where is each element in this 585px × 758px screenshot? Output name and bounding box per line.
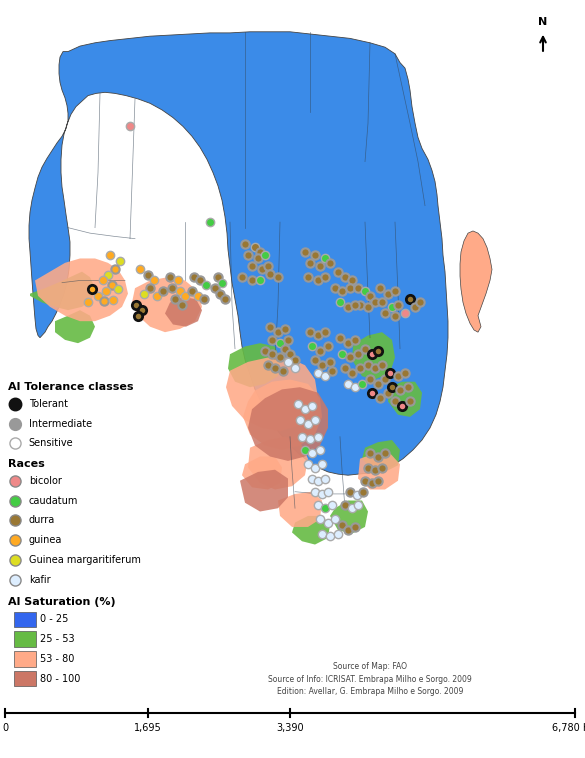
Bar <box>14 631 36 647</box>
Text: Al Saturation (%): Al Saturation (%) <box>8 597 116 607</box>
Polygon shape <box>248 437 308 490</box>
Text: Intermediate: Intermediate <box>29 418 92 428</box>
Text: Source of Map: FAO
Source of Info: ICRISAT. Embrapa Milho e Sorgo. 2009
Edition:: Source of Map: FAO Source of Info: ICRIS… <box>268 662 472 697</box>
Text: Sensitive: Sensitive <box>29 438 73 448</box>
Polygon shape <box>248 387 328 461</box>
Text: N: N <box>538 17 548 27</box>
Bar <box>14 651 36 667</box>
Polygon shape <box>460 231 492 332</box>
Text: Guinea margaritiferum: Guinea margaritiferum <box>29 555 140 565</box>
Text: caudatum: caudatum <box>29 496 78 506</box>
Polygon shape <box>358 453 400 490</box>
Text: durra: durra <box>29 515 55 525</box>
Text: 0 - 25: 0 - 25 <box>40 615 68 625</box>
Polygon shape <box>388 382 422 417</box>
Text: guinea: guinea <box>29 535 62 545</box>
Text: 3,390: 3,390 <box>276 723 304 733</box>
Polygon shape <box>352 332 395 380</box>
Text: 0: 0 <box>2 723 8 733</box>
Polygon shape <box>132 277 202 332</box>
Polygon shape <box>29 32 448 475</box>
Polygon shape <box>228 343 280 387</box>
Text: 6,780 Km: 6,780 Km <box>552 723 585 733</box>
Polygon shape <box>292 516 330 544</box>
FancyBboxPatch shape <box>0 368 197 687</box>
Text: kafir: kafir <box>29 575 50 584</box>
Bar <box>14 671 36 687</box>
Polygon shape <box>35 258 128 321</box>
Text: 1,695: 1,695 <box>133 723 161 733</box>
Polygon shape <box>240 470 288 512</box>
Text: Races: Races <box>8 459 44 468</box>
Polygon shape <box>55 310 95 343</box>
Text: 80 - 100: 80 - 100 <box>40 674 80 684</box>
Text: Al Tolerance classes: Al Tolerance classes <box>8 382 133 392</box>
Polygon shape <box>330 500 368 534</box>
Text: 53 - 80: 53 - 80 <box>40 654 74 664</box>
Text: bicolor: bicolor <box>29 476 61 486</box>
Text: 25 - 53: 25 - 53 <box>40 634 75 644</box>
Text: Tolerant: Tolerant <box>29 399 68 409</box>
Polygon shape <box>226 358 318 431</box>
Polygon shape <box>30 271 95 310</box>
Bar <box>14 612 36 627</box>
Polygon shape <box>242 456 282 490</box>
Polygon shape <box>243 380 322 450</box>
Polygon shape <box>165 297 202 327</box>
Polygon shape <box>278 492 322 527</box>
Polygon shape <box>362 440 400 472</box>
